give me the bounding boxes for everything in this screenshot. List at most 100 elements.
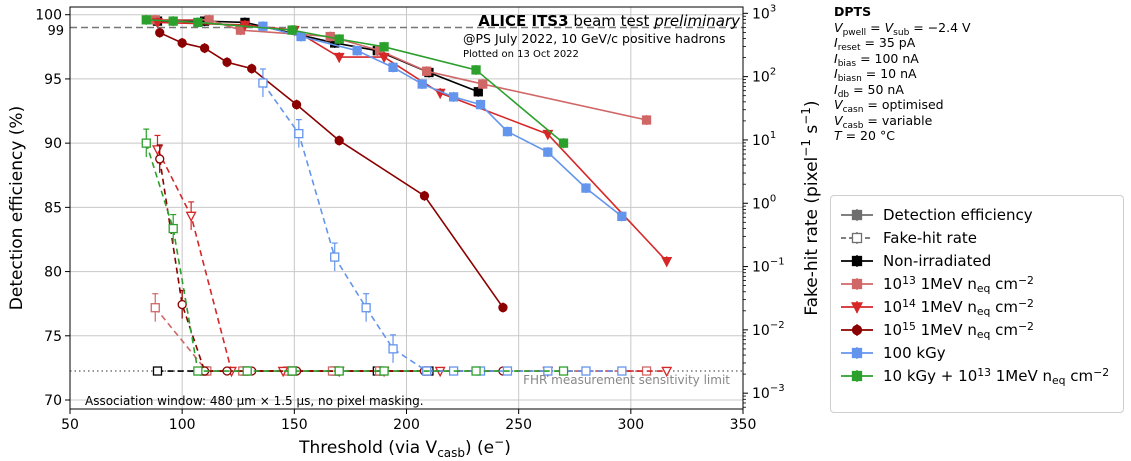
x-tick-label: 50 [61, 417, 79, 433]
fhr-point [242, 366, 252, 376]
efficiency-point [419, 191, 430, 201]
efficiency-point [422, 66, 432, 76]
fhr-point [294, 128, 304, 139]
param-vcasn: Vcasn = optimised [834, 97, 944, 115]
legend-swatch-marker [850, 301, 864, 314]
efficiency-point [177, 38, 187, 48]
efficiency-point [352, 46, 362, 56]
x-axis-label: Threshold (via Vcasb) (e−) [298, 435, 511, 460]
legend-label-fake-hit-rate: Fake-hit rate [883, 228, 978, 247]
y-left-tick-label: 75 [44, 329, 62, 345]
legend-item-10kgy-1e13: 10 kGy + 1013 1MeV neq cm−2 [831, 364, 1109, 387]
fhr-point [388, 344, 398, 354]
ref-line-label: 99 [47, 24, 64, 39]
grid [69, 7, 744, 409]
sensitivity-label: FHR measurement sensitivity limit [523, 373, 730, 387]
legend-item-non-irradiated: Non-irradiated [831, 249, 991, 272]
legend-item-efficiency: Detection efficiency [831, 203, 1033, 226]
param-ibias: Ibias = 100 nA [834, 50, 919, 69]
y-right-tick-label: 10−2 [752, 320, 785, 339]
fhr-point [193, 366, 203, 376]
efficiency-point [558, 138, 569, 148]
param-vpwell: Vpwell = Vsub = −2.4 V [834, 19, 971, 38]
efficiency-line [157, 21, 668, 262]
y-left-tick-label: 85 [44, 200, 62, 216]
x-tick-label: 150 [281, 417, 308, 433]
parameters-title: DPTS [834, 4, 872, 19]
legend-item-fake-hit-rate: Fake-hit rate [831, 226, 977, 249]
x-tick-label: 100 [169, 417, 196, 433]
fhr-point [661, 366, 673, 378]
y-left-tick-label: 90 [44, 136, 62, 152]
legend-item-1e13: 1013 1MeV neq cm−2 [831, 272, 1034, 295]
legend-swatch-non-irradiated [841, 254, 873, 267]
y-left-tick-label: 95 [44, 72, 62, 88]
legend-item-100kgy: 100 kGy [831, 341, 946, 364]
plotted-note: Plotted on 13 Oct 2022 [463, 49, 579, 60]
efficiency-point [334, 34, 344, 44]
efficiency-point [193, 17, 203, 28]
fhr-point [168, 223, 178, 234]
legend-label-1e14: 1014 1MeV neq cm−2 [883, 296, 1034, 318]
x-tick-label: 250 [505, 417, 532, 433]
legend: Detection efficiency Fake-hit rate Non-i… [830, 195, 1124, 413]
legend-swatch-marker [851, 278, 863, 289]
y-left-tick-label: 100 [35, 8, 62, 24]
y-right-tick-label: 100 [752, 193, 776, 212]
legend-swatch-1e14 [841, 300, 873, 314]
efficiency-point [581, 183, 591, 193]
fhr-point [379, 366, 389, 376]
efficiency-point [641, 115, 652, 125]
efficiency-line [159, 31, 504, 308]
series-group [152, 17, 673, 378]
fhr-point [334, 366, 344, 376]
legend-swatch-marker [851, 209, 863, 220]
series-group [150, 14, 652, 376]
efficiency-point [155, 28, 165, 38]
efficiency-point [287, 25, 297, 35]
param-ibiasn: Ibiasn = 10 nA [834, 66, 917, 84]
series-group [155, 27, 508, 376]
param-vcasb: Vcasb = variable [834, 112, 933, 131]
efficiency-point [258, 21, 268, 31]
efficiency-point [222, 57, 232, 67]
param-ireset: Ireset = 35 pA [834, 35, 916, 53]
legend-swatch-efficiency [841, 208, 873, 221]
legend-label-efficiency: Detection efficiency [883, 205, 1033, 224]
reference-lines [70, 26, 743, 372]
fhr-point [617, 366, 627, 376]
chart-subtitle: @PS July 2022, 10 GeV/c positive hadrons [463, 31, 726, 46]
legend-label-1e13: 1013 1MeV neq cm−2 [883, 273, 1034, 295]
legend-swatch-marker [851, 232, 863, 243]
parameters-box: DPTS Vpwell = Vsub = −2.4 V Ireset = 35 … [834, 4, 971, 144]
y-left-tick-label: 70 [44, 393, 62, 409]
series-group [152, 16, 483, 376]
efficiency-point [378, 52, 390, 64]
x-tick-label: 200 [393, 417, 420, 433]
fhr-point [152, 366, 163, 376]
legend-label-non-irradiated: Non-irradiated [883, 251, 992, 270]
efficiency-point [379, 42, 389, 52]
efficiency-point [296, 31, 306, 42]
legend-label-1e15: 1015 1MeV neq cm−2 [883, 319, 1034, 341]
fhr-point [177, 299, 187, 310]
y-right-tick-label: 10−1 [752, 257, 785, 276]
efficiency-point [417, 79, 427, 89]
series-group [141, 14, 569, 376]
association-note: Association window: 480 µm × 1.5 µs, no … [85, 394, 424, 408]
y-axis-label-right: Fake-hit rate (pixel−1 s−1) [799, 100, 822, 315]
legend-swatch-1e15 [841, 323, 873, 336]
efficiency-point [247, 63, 257, 74]
param-temperature: T = 20 °C [834, 128, 895, 143]
fhr-point [581, 366, 591, 376]
legend-swatch-fake-hit-rate [841, 231, 873, 244]
efficiency-point [141, 15, 151, 25]
efficiency-point [478, 79, 488, 89]
fhr-point [258, 78, 268, 88]
efficiency-point [448, 92, 459, 102]
fhr-point [141, 138, 151, 148]
fhr-point [150, 303, 160, 313]
legend-swatch-marker [851, 370, 863, 381]
y-axis-label-left: Detection efficiency (%) [7, 106, 27, 310]
